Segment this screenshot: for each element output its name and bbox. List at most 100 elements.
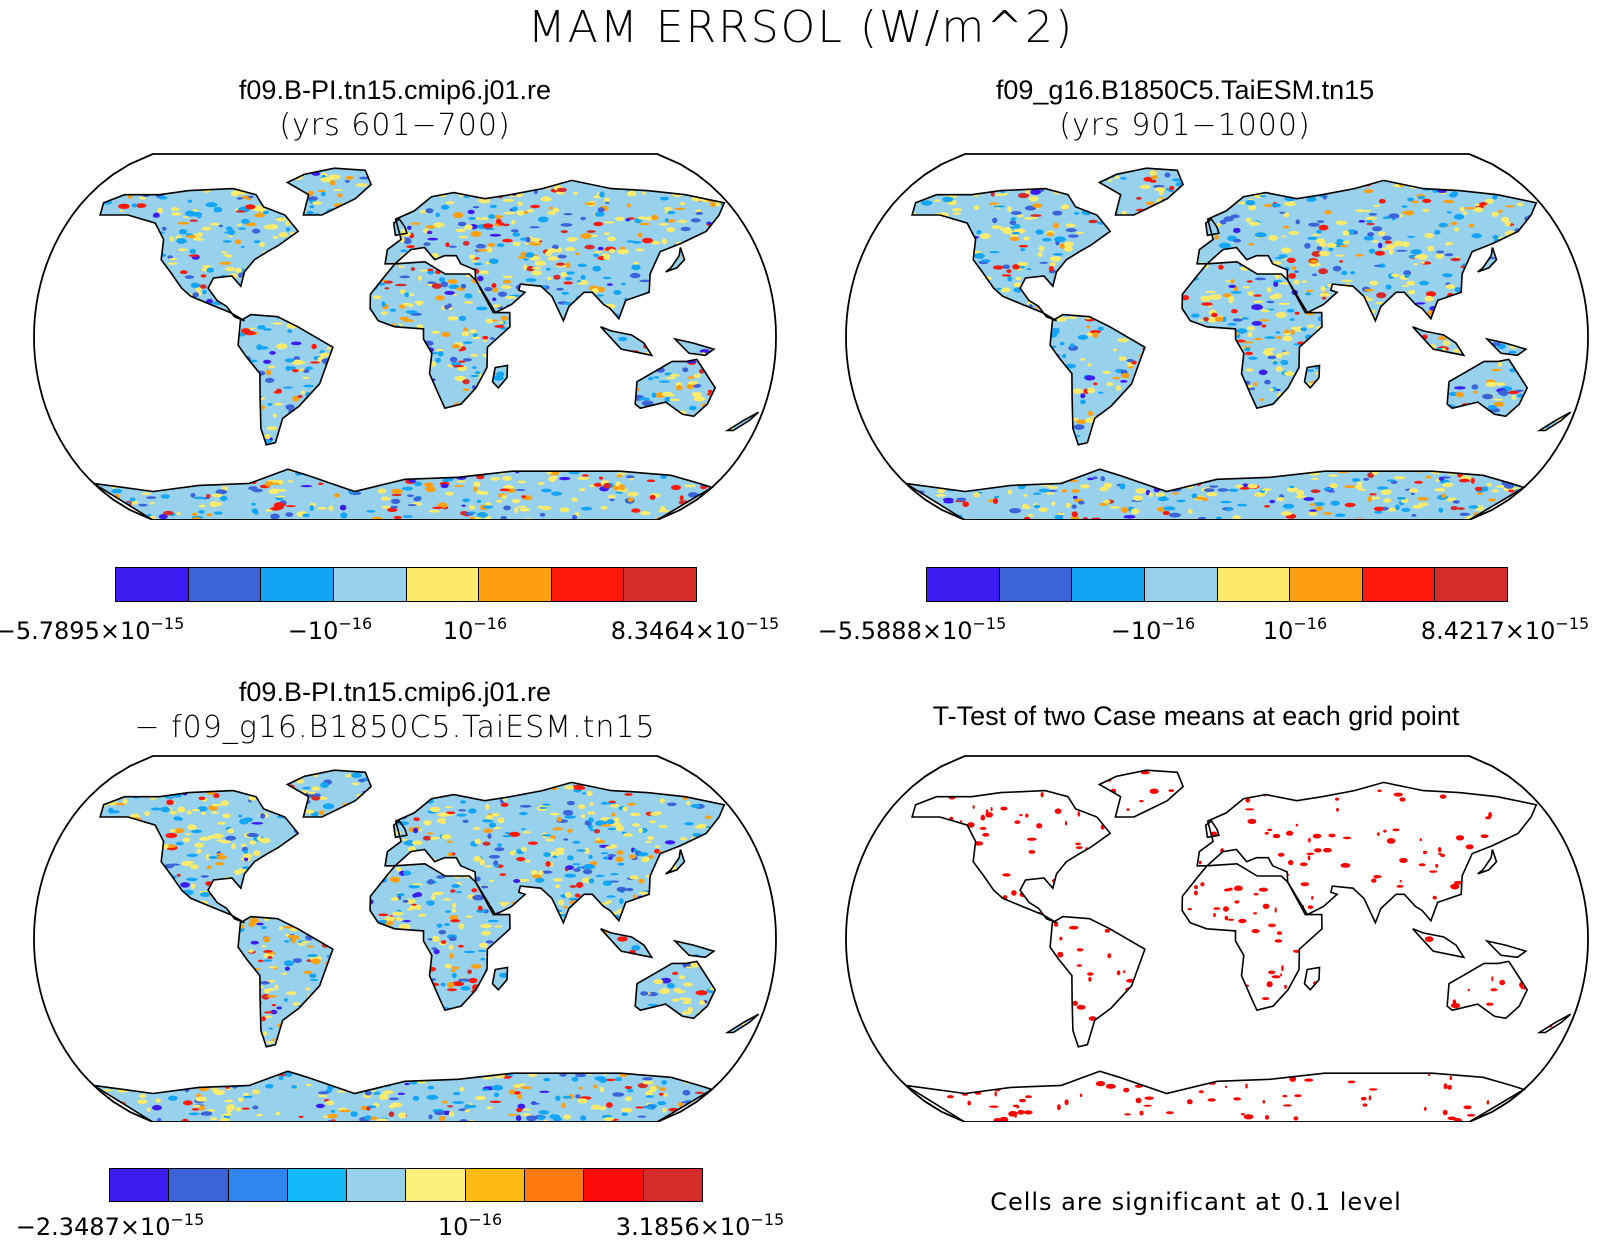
coastline-newzealand [724, 1013, 760, 1034]
coastline-newzealand [1536, 1013, 1572, 1034]
coastline-newguinea [672, 337, 716, 357]
colorbar-box [228, 1169, 288, 1201]
colorbar-tick-label: −5.5888×10−15 [817, 614, 1007, 645]
coastline-samerica [237, 915, 334, 1048]
colorbar-box [406, 1169, 466, 1201]
panel-3-subtitle: − f09_g16.B1850C5.TaiESM.tn15 [134, 710, 656, 745]
coastline-africa [369, 260, 511, 410]
coastline-newzealand [1536, 411, 1572, 432]
land-field [905, 168, 1571, 520]
colorbar-tick-label: −10−16 [287, 614, 373, 645]
coastline-namerica [911, 187, 1112, 322]
coastline-samerica [237, 313, 334, 446]
coastline-namerica [99, 187, 300, 322]
coastline-madagascar [491, 364, 509, 389]
coastline-australia [1446, 960, 1529, 1020]
coastline-uk [392, 819, 408, 839]
coastline-indonesia [1412, 928, 1466, 959]
colorbar-box [465, 1169, 526, 1201]
colorbar-box [406, 568, 480, 601]
panel-2-colorbar [926, 567, 1508, 602]
coastline-uk [392, 217, 408, 237]
colorbar-box [1217, 568, 1291, 601]
panel-2-subtitle: (yrs 901−1000) [1059, 108, 1311, 143]
colorbar-box [333, 568, 407, 601]
coastline-greenland [1097, 167, 1185, 216]
colorbar-box [643, 1169, 702, 1201]
colorbar-box [479, 568, 552, 601]
panel-4-map [845, 755, 1589, 1122]
coastline-samerica [1049, 915, 1146, 1048]
coastline-newguinea [672, 939, 716, 959]
coastline-indonesia [1412, 326, 1466, 357]
coastline-namerica [911, 789, 1112, 924]
panel-2-title: f09_g16.B1850C5.TaiESM.tn15 [995, 75, 1375, 105]
colorbar-box [525, 1169, 585, 1201]
panel-1-colorbar [115, 567, 697, 602]
colorbar-box [1290, 568, 1363, 601]
coastline-eurasia [1196, 179, 1538, 323]
land-field [905, 770, 1571, 1122]
coastline-japan [665, 247, 686, 273]
colorbar-tick-label: 10−16 [437, 1210, 503, 1241]
coastline-antarctica [93, 468, 714, 520]
coastline-africa [1181, 260, 1323, 410]
coastline-greenland [285, 769, 373, 818]
coastline-madagascar [1303, 966, 1321, 991]
panel-4-footnote: Cells are significant at 0.1 level [990, 1188, 1402, 1216]
colorbar-box [1362, 568, 1436, 601]
map-frame [845, 755, 1589, 1122]
map-frame [845, 153, 1589, 520]
panel-3-map [33, 755, 777, 1122]
coastline-namerica [99, 789, 300, 924]
coastline-japan [665, 849, 686, 875]
coastline-australia [634, 358, 717, 418]
colorbar-box [624, 568, 696, 601]
coastline-africa [1181, 862, 1323, 1012]
panel-1-colorbar-labels: −5.7895×10−15 −10−16 10−16 8.3464×10−15 [0, 610, 790, 645]
colorbar-box [287, 1169, 348, 1201]
coastline-japan [1477, 247, 1498, 273]
coastline-newguinea [1484, 939, 1528, 959]
coastline-madagascar [1303, 364, 1321, 389]
coastline-indonesia [600, 326, 654, 357]
coastline-japan [1477, 849, 1498, 875]
coastline-eurasia [1196, 781, 1538, 925]
map-frame [33, 153, 777, 520]
coastline-uk [1204, 217, 1220, 237]
figure-title: MAM ERRSOL (W/m^2) [527, 2, 1075, 53]
coastline-greenland [1097, 769, 1185, 818]
colorbar-box [999, 568, 1073, 601]
colorbar-box [110, 1169, 170, 1201]
panel-2-colorbar-labels: −5.5888×10−15 −10−16 10−16 8.4217×10−15 [0, 610, 1602, 645]
colorbar-tick-label: 8.3464×10−15 [610, 614, 780, 645]
coastline-australia [634, 960, 717, 1020]
colorbar-box [1144, 568, 1218, 601]
panel-1-title: f09.B-PI.tn15.cmip6.j01.re [238, 75, 552, 105]
colorbar-box [927, 568, 1000, 601]
colorbar-box [188, 568, 262, 601]
coastline-greenland [285, 167, 373, 216]
colorbar-tick-label: −2.3487×10−15 [15, 1210, 205, 1241]
colorbar-box [347, 1169, 407, 1201]
coastline-eurasia [384, 781, 726, 925]
coastline-eurasia [384, 179, 726, 323]
colorbar-box [1072, 568, 1145, 601]
colorbar-tick-label: 8.4217×10−15 [1420, 614, 1590, 645]
colorbar-box [551, 568, 625, 601]
panel-1-subtitle: (yrs 601−700) [279, 108, 511, 143]
coastline-australia [1446, 358, 1529, 418]
coastline-antarctica [905, 1070, 1526, 1122]
colorbar-tick-label: 10−16 [442, 614, 508, 645]
coastline-antarctica [905, 468, 1526, 520]
land-field [93, 770, 759, 1122]
panel-4-title: T-Test of two Case means at each grid po… [932, 701, 1460, 731]
coastline-newguinea [1484, 337, 1528, 357]
panel-3-title: f09.B-PI.tn15.cmip6.j01.re [238, 677, 552, 707]
coastline-samerica [1049, 313, 1146, 446]
map-frame [33, 755, 777, 1122]
coastline-africa [369, 862, 511, 1012]
colorbar-tick-label: −5.7895×10−15 [0, 614, 185, 645]
colorbar-tick-label: −10−16 [1110, 614, 1196, 645]
panel-2-map [845, 153, 1589, 520]
